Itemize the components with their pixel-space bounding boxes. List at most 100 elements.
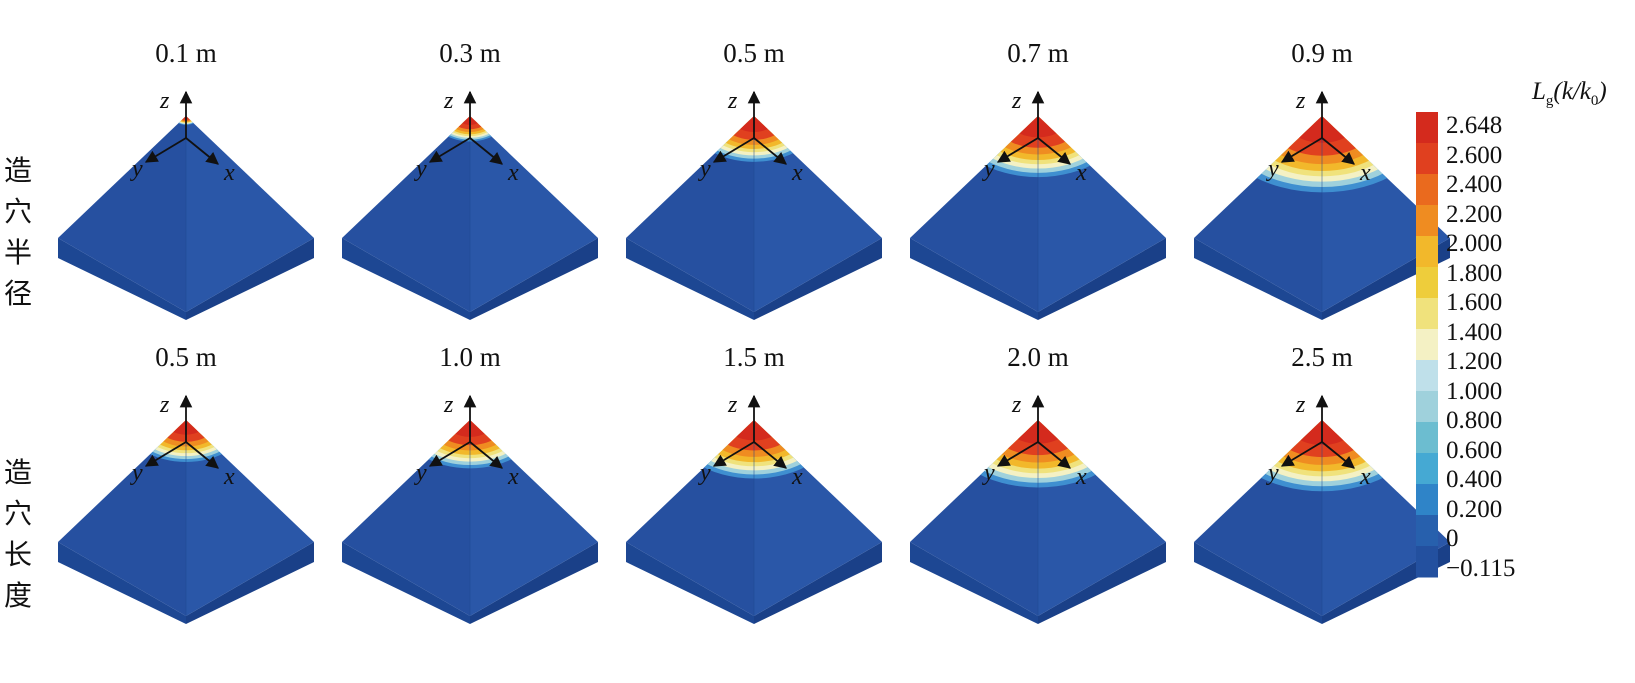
panel-title: 0.3 m <box>439 38 501 68</box>
x-axis-arrow <box>1037 137 1071 165</box>
pyramid-side-right <box>754 542 882 624</box>
panel-title: 0.9 m <box>1291 38 1353 68</box>
y-axis-arrow <box>1280 137 1323 163</box>
y-axis-arrow <box>996 137 1039 163</box>
colorbar-tick-label: 1.400 <box>1446 318 1503 346</box>
y-axis-arrow <box>712 137 755 163</box>
y-axis-arrow <box>144 441 187 467</box>
x-axis-arrow <box>185 441 219 469</box>
pyramid-face-right <box>754 116 882 312</box>
colorbar-swatch <box>1416 143 1438 175</box>
x-axis-label: x <box>223 160 235 186</box>
z-axis-label: z <box>443 88 454 114</box>
colorbar-tick-label: 1.600 <box>1446 289 1503 317</box>
pyramid-side-left <box>910 542 1038 624</box>
x-axis-arrow <box>1321 441 1355 469</box>
colorbar-tick-label: 0.800 <box>1446 407 1503 435</box>
colorbar-title: Lg(k/k0) <box>1532 78 1607 109</box>
colorbar-tick-label: 1.200 <box>1446 348 1503 376</box>
panel-title: 1.0 m <box>439 342 501 372</box>
x-axis-label: x <box>791 160 803 186</box>
colorbar-swatch <box>1416 360 1438 392</box>
panel-title: 2.5 m <box>1291 342 1353 372</box>
x-axis-label: x <box>1359 160 1371 186</box>
colorbar-tick-label: 0.600 <box>1446 436 1503 464</box>
colorbar-swatch <box>1416 546 1438 578</box>
x-axis-arrow <box>185 137 219 165</box>
pyramid-side-left <box>626 542 754 624</box>
pyramid-panel: z x y <box>342 392 598 624</box>
pyramid-side-right <box>1038 238 1166 320</box>
colorbar-tick-label: 1.000 <box>1446 377 1503 405</box>
row-label-radius: 造 穴 半 径 <box>3 154 32 310</box>
colorbar-swatch <box>1416 391 1438 423</box>
colorbar-swatch <box>1416 298 1438 330</box>
pyramid-panel: z x y <box>1194 392 1450 624</box>
colorbar-tick-label: 2.200 <box>1446 200 1503 228</box>
pyramid-face-right <box>470 116 598 312</box>
z-axis-label: z <box>1011 392 1022 418</box>
colorbar-swatch <box>1416 329 1438 361</box>
z-axis-label: z <box>727 392 738 418</box>
colorbar-swatch <box>1416 267 1438 299</box>
x-axis-arrow <box>1037 441 1071 469</box>
panel-title: 0.1 m <box>155 38 217 68</box>
pyramid-panel: z x y <box>1194 88 1450 320</box>
pyramid-side-left <box>910 238 1038 320</box>
y-axis-arrow <box>1280 441 1323 467</box>
pyramid-panel: z x y <box>910 392 1166 624</box>
pyramid-side-right <box>754 238 882 320</box>
y-axis-arrow <box>996 441 1039 467</box>
pyramid-face-left <box>342 116 470 312</box>
y-axis-arrow <box>428 441 471 467</box>
x-axis-label: x <box>1075 464 1087 490</box>
z-axis-label: z <box>159 392 170 418</box>
pyramid-panel: z x y <box>626 88 882 320</box>
pyramid-side-right <box>470 238 598 320</box>
pyramid-face-left <box>626 116 754 312</box>
y-axis-label: y <box>1266 156 1279 182</box>
z-axis-label: z <box>727 88 738 114</box>
x-axis-arrow <box>753 137 787 165</box>
pyramid-panel: z x y <box>910 88 1166 320</box>
pyramid-side-left <box>626 238 754 320</box>
pyramid-side-left <box>342 542 470 624</box>
x-axis-label: x <box>223 464 235 490</box>
colorbar-tick-label: 2.400 <box>1446 171 1503 199</box>
x-axis-arrow <box>469 441 503 469</box>
pyramid-side-right <box>186 238 314 320</box>
x-axis-arrow <box>1321 137 1355 165</box>
y-axis-label: y <box>698 460 711 486</box>
x-axis-label: x <box>507 160 519 186</box>
colorbar-swatch <box>1416 205 1438 237</box>
y-axis-label: y <box>982 156 995 182</box>
colorbar-tick-label: 2.648 <box>1446 112 1503 139</box>
pyramid-side-left <box>58 238 186 320</box>
colorbar-tick-label: 2.000 <box>1446 230 1503 258</box>
panel-title: 0.5 m <box>155 342 217 372</box>
pyramid-side-left <box>1194 542 1322 624</box>
pyramid-side-left <box>1194 238 1322 320</box>
pyramid-face-right <box>470 420 598 616</box>
pyramid-face-right <box>186 420 314 616</box>
colorbar-tick-label: 1.800 <box>1446 259 1503 287</box>
y-axis-label: y <box>982 460 995 486</box>
y-axis-arrow <box>428 137 471 163</box>
colorbar-tick-label: 0.200 <box>1446 495 1503 523</box>
x-axis-arrow <box>753 441 787 469</box>
pyramid-face-right <box>186 116 314 312</box>
pyramid-panel: z x y <box>626 392 882 624</box>
row-label-length: 造 穴 长 度 <box>3 456 32 612</box>
panel-title: 0.5 m <box>723 38 785 68</box>
colorbar-swatch <box>1416 174 1438 206</box>
pyramid-face-left <box>58 116 186 312</box>
y-axis-arrow <box>144 137 187 163</box>
panel-title: 2.0 m <box>1007 342 1069 372</box>
pyramid-panel: z x y <box>342 88 598 320</box>
panel-title: 0.7 m <box>1007 38 1069 68</box>
colorbar-swatch <box>1416 422 1438 454</box>
pyramid-side-right <box>470 542 598 624</box>
pyramid-panel: z x y <box>58 392 314 624</box>
y-axis-arrow <box>712 441 755 467</box>
